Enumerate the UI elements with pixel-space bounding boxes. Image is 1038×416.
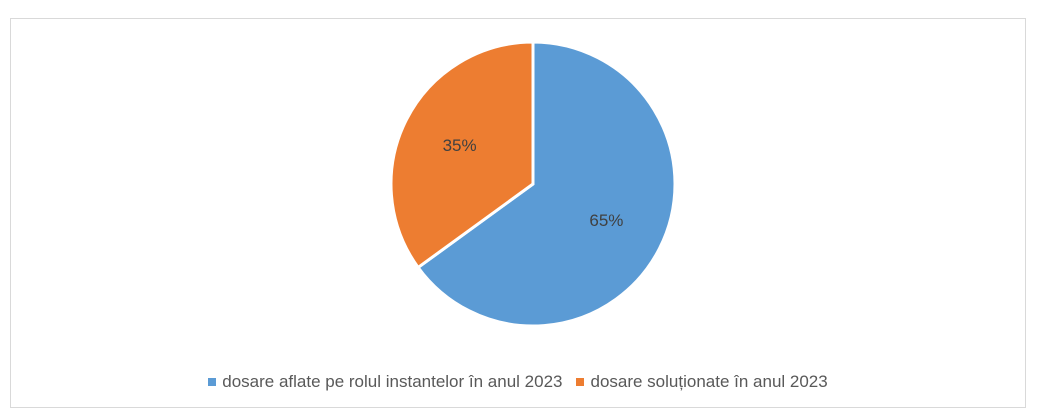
legend-item-dosare-aflate: dosare aflate pe rolul instantelor în an… [208, 372, 562, 392]
legend-item-dosare-solutionate: dosare soluționate în anul 2023 [576, 372, 828, 392]
pie-slice-dosare-solutionate [389, 40, 535, 270]
pie-slices [389, 40, 677, 328]
legend-label-dosare-solutionate: dosare soluționate în anul 2023 [590, 372, 828, 391]
data-label-35-percent: 35% [443, 136, 477, 155]
chart-legend: dosare aflate pe rolul instantelor în an… [11, 372, 1025, 392]
pie-slice-dosare-aflate [416, 40, 677, 328]
legend-label-dosare-aflate: dosare aflate pe rolul instantelor în an… [222, 372, 563, 391]
pie-data-labels: 65% 35% [443, 136, 624, 230]
data-label-65-percent: 65% [589, 211, 623, 230]
legend-swatch-orange [576, 378, 585, 386]
legend-swatch-blue [208, 378, 217, 386]
chart-frame: 65% 35% dosare aflate pe rolul instantelo… [10, 18, 1026, 408]
pie-chart: 65% 35% [389, 40, 677, 328]
